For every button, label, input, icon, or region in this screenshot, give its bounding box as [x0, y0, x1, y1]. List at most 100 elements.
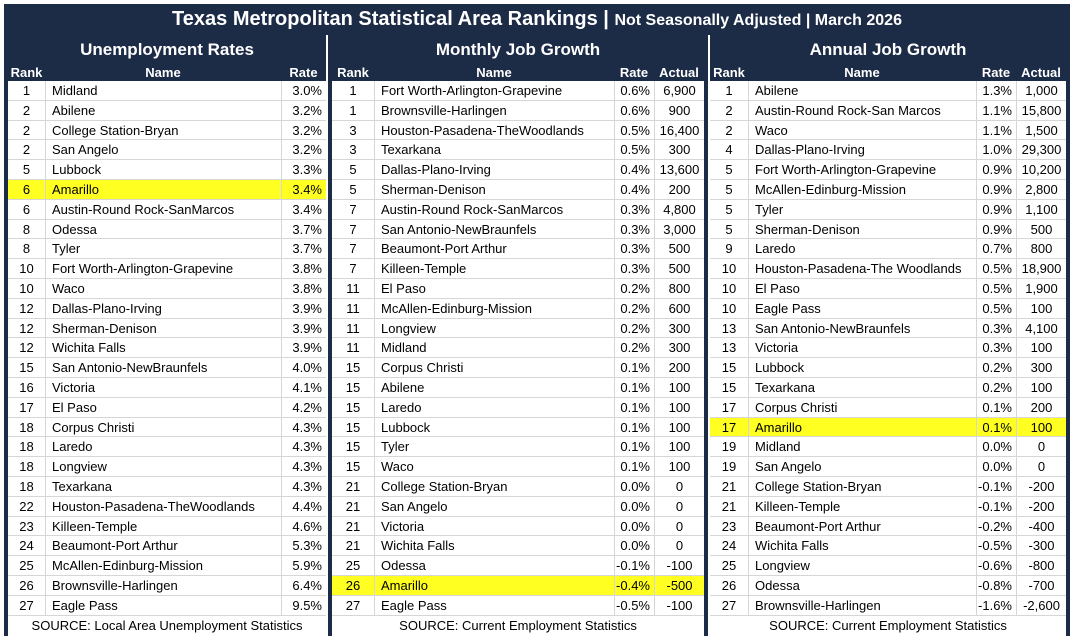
table-row: 21 College Station-Bryan 0.0% 0 [332, 476, 704, 497]
cell-actual: 1,000 [1016, 81, 1066, 100]
cell-rank: 15 [345, 459, 361, 475]
cell-rate: 0.0% [614, 536, 654, 556]
monthly-table-body: 1 Fort Worth-Arlington-Grapevine 0.6% 6,900… [332, 81, 704, 616]
cell-rank: 21 [345, 518, 361, 534]
cell-actual: 4,100 [1016, 318, 1066, 338]
cell-rank: 15 [345, 360, 361, 376]
cell-rank: 26 [721, 577, 737, 593]
cell-rate: -0.5% [614, 595, 654, 615]
cell-rank: 26 [19, 577, 34, 593]
cell-actual: 100 [1016, 338, 1066, 358]
cell-name: San Angelo [374, 496, 614, 516]
table-row: 18 Longview 4.3% [8, 457, 326, 477]
table-row: 10 El Paso 0.5% 1,900 [710, 278, 1066, 299]
cell-rate: 3.9% [281, 298, 326, 318]
cell-name: Texarkana [748, 377, 976, 397]
cell-rank: 10 [721, 261, 737, 277]
cell-actual: 600 [654, 298, 704, 318]
unemployment-title: Unemployment Rates [8, 35, 326, 64]
table-row: 15 Texarkana 0.2% 100 [710, 377, 1066, 398]
table-row: 21 San Angelo 0.0% 0 [332, 496, 704, 517]
cell-name: Odessa [748, 575, 976, 595]
cell-rank: 3 [349, 142, 357, 158]
table-row: 7 Killeen-Temple 0.3% 500 [332, 259, 704, 279]
cell-rate: -0.1% [614, 556, 654, 575]
cell-name: Victoria [748, 338, 976, 358]
cell-rank: 2 [22, 102, 31, 118]
cell-rank: 5 [725, 221, 733, 237]
cell-rank: 1 [22, 83, 31, 98]
cell-name: Victoria [45, 377, 281, 397]
cell-rate: 0.0% [614, 476, 654, 496]
cell-rank: 13 [721, 320, 737, 336]
cell-rate: -0.4% [614, 575, 654, 595]
title-bar: Texas Metropolitan Statistical Area Rank… [4, 4, 1070, 35]
cell-name: Tyler [45, 239, 281, 259]
annual-source: SOURCE: Current Employment Statistics [769, 617, 1007, 633]
cell-rank: 24 [721, 538, 737, 554]
cell-rate: 0.1% [614, 437, 654, 457]
table-row: 15 Waco 0.1% 100 [332, 457, 704, 477]
cell-name: Beaumont-Port Arthur [748, 516, 976, 536]
cell-rate: 4.3% [281, 476, 326, 496]
table-row: 2 Abilene 3.2% [8, 100, 326, 121]
cell-rank: 18 [19, 439, 34, 455]
cell-rank: 5 [349, 162, 357, 178]
table-row: 24 Beaumont-Port Arthur 5.3% [8, 536, 326, 557]
cell-rate: 0.5% [976, 259, 1016, 278]
cell-actual: -200 [1016, 496, 1066, 516]
title-separator: | [597, 8, 615, 30]
table-row: 1 Midland 3.0% [8, 81, 326, 101]
cell-name: El Paso [45, 397, 281, 417]
cell-name: Midland [374, 338, 614, 358]
cell-actual: 100 [654, 397, 704, 417]
annual-title: Annual Job Growth [710, 35, 1066, 64]
cell-rate: 0.9% [976, 160, 1016, 179]
table-row: 1 Brownsville-Harlingen 0.6% 900 [332, 100, 704, 121]
cell-rate: 0.1% [976, 417, 1016, 437]
table-row: 11 El Paso 0.2% 800 [332, 278, 704, 299]
cell-rank: 5 [22, 162, 31, 178]
cell-actual: 500 [1016, 219, 1066, 239]
cell-rate: 1.1% [976, 120, 1016, 140]
table-row: 1 Abilene 1.3% 1,000 [710, 81, 1066, 101]
cell-name: Wichita Falls [45, 338, 281, 358]
table-row: 7 Beaumont-Port Arthur 0.3% 500 [332, 239, 704, 260]
cell-name: Sherman-Denison [45, 318, 281, 338]
cell-rate: 0.3% [976, 318, 1016, 338]
table-row: 12 Dallas-Plano-Irving 3.9% [8, 298, 326, 319]
cell-actual: 4,800 [654, 199, 704, 219]
table-row: 5 Lubbock 3.3% [8, 160, 326, 180]
table-row: 21 Wichita Falls 0.0% 0 [332, 536, 704, 557]
table-row: 5 McAllen-Edinburg-Mission 0.9% 2,800 [710, 179, 1066, 200]
cell-rank: 8 [22, 241, 31, 257]
cell-name: Sherman-Denison [374, 179, 614, 199]
cell-name: Brownsville-Harlingen [45, 575, 281, 595]
cell-rate: 0.1% [614, 358, 654, 377]
cell-rank: 5 [725, 201, 733, 217]
cell-rank: 12 [19, 300, 34, 316]
cell-actual: 0 [1016, 437, 1066, 457]
cell-actual: 800 [654, 278, 704, 298]
cell-actual: 100 [654, 417, 704, 437]
cell-rate: 0.9% [976, 179, 1016, 199]
table-row: 5 Sherman-Denison 0.4% 200 [332, 179, 704, 200]
table-row: 19 Midland 0.0% 0 [710, 437, 1066, 458]
cell-rank: 21 [721, 478, 737, 494]
cell-actual: 300 [654, 140, 704, 160]
table-row: 25 Longview -0.6% -800 [710, 556, 1066, 576]
table-row: 11 McAllen-Edinburg-Mission 0.2% 600 [332, 298, 704, 319]
cell-rank: 5 [349, 181, 357, 197]
cell-name: Wichita Falls [374, 536, 614, 556]
cell-rank: 15 [345, 439, 361, 455]
table-row: 1 Fort Worth-Arlington-Grapevine 0.6% 6,900 [332, 81, 704, 101]
cell-rate: 3.2% [281, 120, 326, 140]
cell-rate: 0.5% [976, 278, 1016, 298]
cell-rank: 21 [345, 498, 361, 514]
cell-actual: 10,200 [1016, 160, 1066, 179]
table-row: 15 Lubbock 0.1% 100 [332, 417, 704, 438]
cell-rate: 0.3% [614, 239, 654, 259]
cell-rate: 3.8% [281, 278, 326, 298]
cell-rate: 0.1% [614, 457, 654, 476]
table-row: 10 Houston-Pasadena-The Woodlands 0.5% 18,9… [710, 259, 1066, 279]
